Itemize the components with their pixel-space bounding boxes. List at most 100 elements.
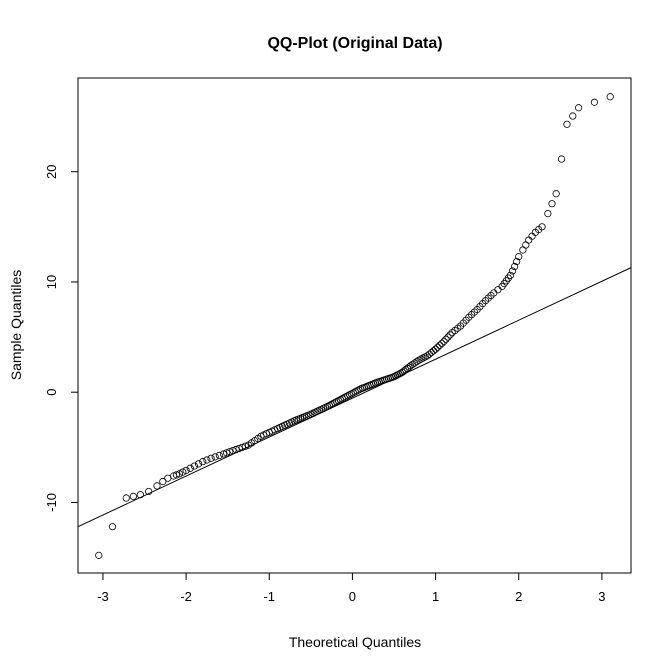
data-point	[419, 354, 427, 362]
data-point	[122, 494, 130, 502]
data-point	[95, 551, 103, 559]
data-point	[347, 390, 356, 398]
data-point	[552, 190, 560, 198]
data-point	[346, 391, 354, 399]
data-point	[413, 358, 421, 366]
data-point	[226, 448, 234, 456]
x-tick-label: -2	[180, 589, 192, 604]
data-point	[333, 398, 341, 406]
data-point	[544, 210, 552, 218]
data-point	[175, 470, 184, 478]
data-point	[219, 450, 228, 458]
data-point	[323, 402, 332, 411]
data-point	[606, 93, 614, 101]
data-point	[429, 347, 438, 355]
data-point	[351, 388, 359, 396]
y-tick-label: 0	[44, 389, 59, 396]
y-tick-label: 20	[44, 164, 59, 178]
x-tick-label: 1	[432, 589, 439, 604]
data-point	[349, 389, 357, 397]
data-point	[513, 257, 521, 266]
x-axis-label: Theoretical Quantiles	[289, 634, 421, 650]
data-point	[557, 155, 566, 163]
data-point	[190, 462, 199, 470]
data-point	[444, 333, 452, 341]
data-point	[415, 356, 423, 364]
data-point	[215, 451, 223, 460]
x-axis: -3 -2 -1 0 1 2 3	[97, 573, 606, 604]
data-point	[508, 267, 517, 275]
data-point	[440, 337, 448, 346]
data-point	[438, 339, 446, 348]
data-point	[569, 112, 577, 120]
data-point	[199, 458, 207, 466]
data-point	[434, 343, 442, 351]
data-point	[238, 443, 246, 451]
data-point	[334, 397, 343, 405]
data-point	[490, 289, 498, 297]
data-point	[145, 487, 153, 496]
data-point	[442, 335, 450, 343]
data-point	[510, 262, 519, 271]
data-point	[487, 291, 495, 300]
data-point	[331, 399, 339, 407]
data-point	[229, 447, 237, 455]
data-point	[563, 120, 571, 128]
data-point	[186, 464, 194, 472]
x-tick-label: -3	[97, 589, 109, 604]
plot-frame	[77, 77, 632, 574]
data-point	[325, 401, 333, 410]
data-point	[431, 345, 440, 353]
data-point	[179, 468, 187, 476]
data-point	[436, 341, 444, 349]
y-axis-label: Sample Quantiles	[8, 270, 24, 381]
data-point	[468, 311, 476, 319]
data-point	[427, 348, 436, 357]
y-tick-label: 10	[44, 275, 59, 289]
data-point	[329, 399, 337, 408]
data-point	[194, 460, 203, 468]
data-point	[153, 482, 161, 490]
data-point	[525, 236, 533, 244]
x-tick-label: 0	[349, 589, 356, 604]
data-point	[207, 454, 215, 462]
data-point	[327, 400, 335, 409]
data-point	[223, 449, 231, 457]
data-point	[590, 98, 599, 106]
data-point	[417, 355, 425, 363]
data-point	[136, 491, 144, 499]
data-point	[340, 394, 348, 402]
data-point	[484, 294, 492, 302]
data-point	[494, 286, 502, 294]
data-point	[182, 466, 190, 475]
data-point	[203, 456, 211, 464]
x-tick-label: -1	[263, 589, 275, 604]
y-tick-label: -10	[44, 493, 59, 512]
data-point	[405, 363, 413, 371]
data-point	[470, 308, 478, 316]
data-point	[235, 444, 243, 453]
data-point	[232, 445, 240, 454]
data-point	[129, 492, 137, 500]
data-point	[575, 104, 583, 112]
x-tick-label: 3	[598, 589, 605, 604]
data-point	[538, 223, 546, 231]
data-point	[548, 200, 556, 208]
data-point	[338, 395, 346, 403]
data-point	[211, 453, 219, 461]
data-point	[515, 252, 523, 261]
data-point	[241, 442, 249, 450]
data-point	[344, 392, 352, 400]
chart-title: QQ-Plot (Original Data)	[267, 35, 442, 52]
data-point	[108, 523, 117, 531]
y-axis: -10 0 10 20	[44, 164, 78, 512]
reference-line	[77, 267, 632, 528]
data-point	[159, 477, 167, 486]
data-point	[506, 271, 515, 279]
data-point	[336, 396, 345, 404]
x-tick-label: 2	[515, 589, 522, 604]
data-point	[446, 331, 454, 339]
data-point	[342, 393, 350, 401]
data-point	[528, 232, 536, 240]
data-points	[95, 93, 614, 559]
